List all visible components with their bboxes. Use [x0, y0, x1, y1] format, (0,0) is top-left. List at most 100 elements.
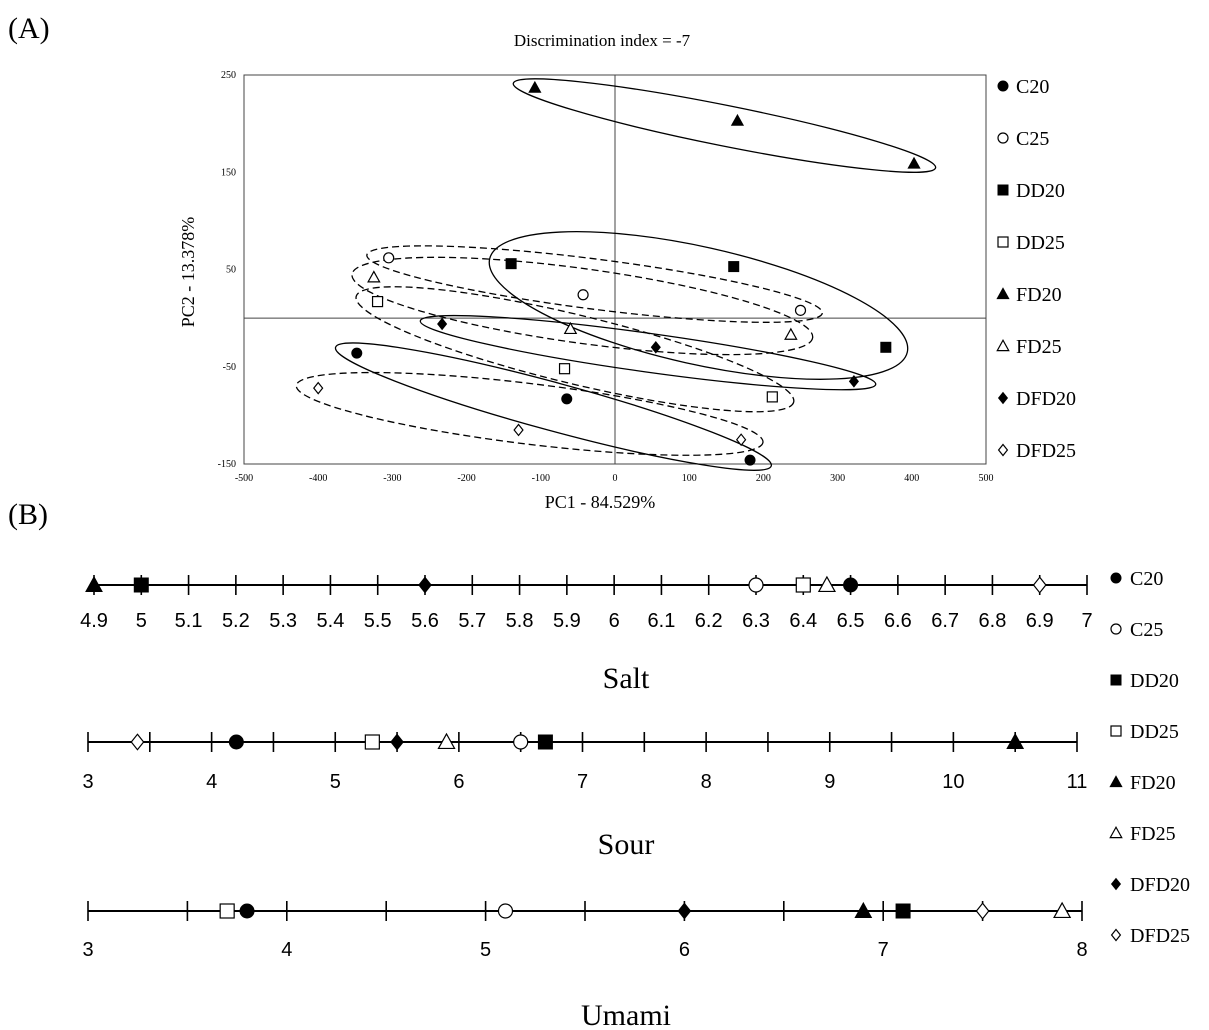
legend-b-marker-dfd20	[1110, 877, 1122, 891]
point-c25	[383, 252, 395, 264]
legend-label-dd20: DD20	[1016, 180, 1065, 202]
legend-b-label-fd25: FD25	[1130, 823, 1176, 845]
tick-label-umami: 4	[281, 939, 292, 961]
marker-umami-fd25	[1053, 901, 1072, 919]
point-dfd25	[513, 423, 524, 437]
marker-umami-dfd20	[677, 902, 692, 920]
point-dfd20	[437, 317, 448, 331]
legend-b-marker-c25	[1110, 623, 1122, 635]
point-fd20	[907, 156, 921, 169]
marker-salt-dd20	[133, 577, 149, 593]
point-dfd20	[848, 375, 859, 388]
legend-b-label-dfd25: DFD25	[1130, 925, 1190, 947]
tick-label-salt: 6.4	[789, 610, 817, 632]
point-fd25	[563, 321, 578, 335]
number-line-salt: 4.9 5 5.1 5.2 5.3 5.4 5.5 5.6 5.7 5.8 5.9 6 6.1 6.2 6.…	[80, 575, 1093, 695]
legend-b-marker-dd25	[1110, 725, 1122, 737]
tick-label-sour: 5	[330, 771, 341, 793]
point-fd25	[784, 327, 798, 340]
tick-label-umami: 8	[1076, 939, 1087, 961]
pca-y-axis-label: PC2 - 13.378%	[178, 217, 198, 328]
pca-y-tick-label: 150	[221, 167, 236, 178]
legend-marker-dd25	[997, 236, 1009, 248]
legend-marker-fd25	[996, 339, 1010, 352]
point-dfd20	[650, 340, 661, 354]
tick-label-salt: 6.8	[979, 610, 1007, 632]
tick-label-sour: 10	[942, 771, 964, 793]
legend-marker-dfd20	[997, 391, 1009, 405]
point-c25	[794, 304, 807, 316]
legend-marker-dfd25	[997, 443, 1009, 457]
tick-label-sour: 4	[206, 771, 217, 793]
legend-b-marker-dfd25	[1110, 928, 1122, 942]
marker-sour-fd20	[1006, 732, 1025, 749]
tick-label-umami: 6	[679, 939, 690, 961]
pca-legend: C20 C25 DD20 DD25 FD20 FD25 DFD20 DFD25	[996, 76, 1076, 462]
ellipse-dfd25	[295, 371, 764, 456]
legend-b-marker-fd25	[1109, 826, 1123, 839]
marker-umami-fd20	[854, 901, 873, 918]
legend-b-label-dd25: DD25	[1130, 721, 1179, 743]
pca-x-tick-label: 400	[904, 473, 919, 484]
tick-label-salt: 5.2	[222, 610, 250, 632]
marker-salt-fd25	[817, 575, 836, 593]
point-dd20	[880, 341, 892, 353]
sensory-number-lines: 4.9 5 5.1 5.2 5.3 5.4 5.5 5.6 5.7 5.8 5.9 6 6.1 6.2 6.…	[80, 575, 1093, 1030]
pca-y-tick-label: 50	[226, 265, 236, 276]
tick-label-salt: 5	[136, 610, 147, 632]
legend-b-label-fd20: FD20	[1130, 772, 1176, 794]
pca-x-tick-label: 0	[613, 473, 618, 484]
point-fd25	[367, 270, 381, 283]
tick-label-salt: 6.3	[742, 610, 770, 632]
legend-b-label-dd20: DD20	[1130, 670, 1179, 692]
panel-label-b: (B)	[8, 498, 48, 531]
tick-label-sour: 9	[824, 771, 835, 793]
tick-label-salt: 6.1	[648, 610, 676, 632]
marker-sour-c25	[513, 734, 529, 750]
tick-label-salt: 6.7	[931, 610, 959, 632]
tick-label-salt: 6.6	[884, 610, 912, 632]
marker-umami-dfd25	[975, 902, 990, 920]
point-dfd25	[313, 381, 324, 395]
marker-salt-c20	[843, 577, 859, 593]
point-fd20	[730, 113, 745, 126]
tick-label-salt: 5.7	[458, 610, 486, 632]
pca-x-axis-label: PC1 - 84.529%	[545, 492, 656, 512]
legend-marker-fd20	[996, 287, 1010, 300]
number-line-title-sour: Sour	[598, 828, 655, 861]
point-dd20	[728, 261, 740, 273]
pca-x-tick-label: -200	[457, 473, 475, 484]
legend-b-marker-fd20	[1109, 775, 1123, 788]
tick-label-salt: 6	[609, 610, 620, 632]
legend-label-dd25: DD25	[1016, 232, 1065, 254]
legend-b-label-dfd20: DFD20	[1130, 874, 1190, 896]
point-c20	[351, 347, 363, 359]
tick-label-salt: 5.8	[506, 610, 534, 632]
pca-y-tick-label: -150	[218, 459, 236, 470]
tick-label-salt: 7	[1081, 610, 1092, 632]
ellipse-dfd20	[419, 314, 877, 391]
legend-b-marker-dd20	[1110, 674, 1122, 686]
pca-x-tick-label: 300	[830, 473, 845, 484]
tick-label-salt: 5.1	[175, 610, 203, 632]
legend-label-dfd20: DFD20	[1016, 388, 1076, 410]
ellipse-c25	[366, 245, 823, 323]
point-c25	[577, 289, 589, 301]
pca-title: Discrimination index = -7	[514, 31, 691, 50]
tick-label-salt: 6.2	[695, 610, 723, 632]
ellipse-c20	[334, 342, 773, 471]
pca-x-tick-label: -300	[383, 473, 401, 484]
ellipse-fd20	[512, 78, 937, 173]
legend-label-dfd25: DFD25	[1016, 440, 1076, 462]
tick-label-sour: 11	[1067, 771, 1088, 793]
tick-label-sour: 8	[701, 771, 712, 793]
pca-scatter-plot: Discrimination index = -7-500 -400 -300 -20…	[178, 31, 994, 512]
number-line-title-umami: Umami	[581, 999, 671, 1030]
tick-label-umami: 7	[878, 939, 889, 961]
sensory-legend: C20 C25 DD20 DD25 FD20 FD25 DFD20 DFD25	[1109, 568, 1190, 947]
tick-label-salt: 5.5	[364, 610, 392, 632]
tick-label-salt: 4.9	[80, 610, 108, 632]
ellipse-dd25	[355, 286, 795, 413]
tick-label-umami: 3	[82, 939, 93, 961]
